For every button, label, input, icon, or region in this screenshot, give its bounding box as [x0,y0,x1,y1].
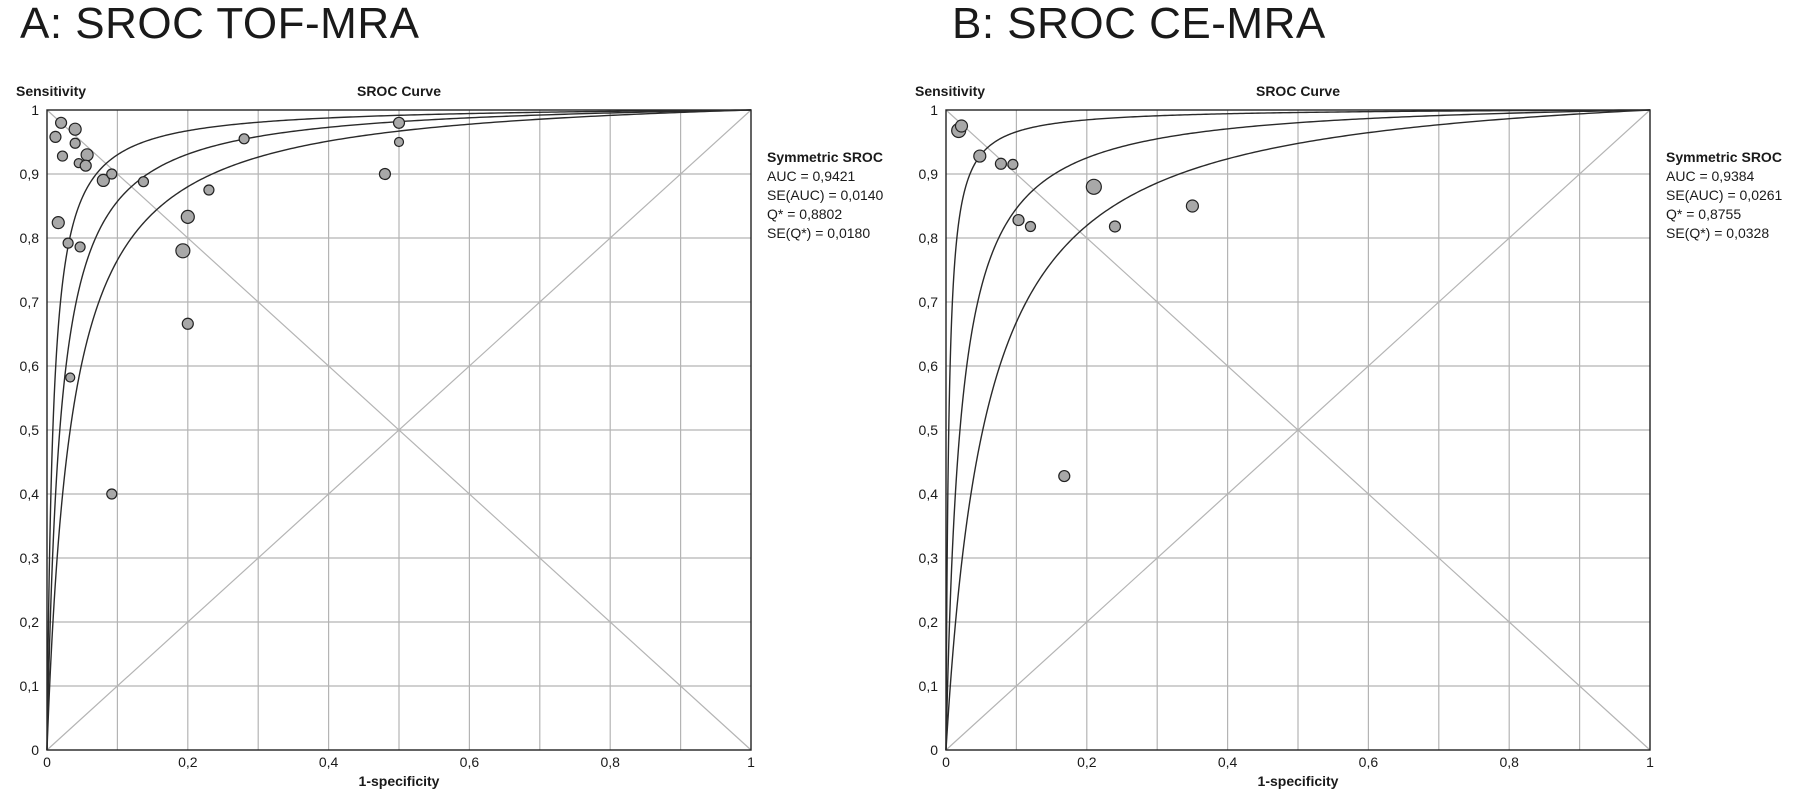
study-point [1007,158,1019,170]
study-point [973,149,987,163]
x-axis-title: 1-specificity [359,773,440,789]
sroc-curve [46,109,752,750]
study-point [51,216,65,230]
study-point [1058,469,1071,483]
study-point [181,317,194,330]
y-tick-label: 0 [31,742,39,758]
y-tick-label: 0,2 [919,614,939,630]
y-tick-label: 0,3 [919,550,939,566]
stats-line: AUC = 0,9384 [1666,168,1755,184]
x-tick-label: 0,4 [1218,754,1238,770]
stats-line: Q* = 0,8755 [1666,206,1741,222]
y-tick-label: 0,3 [20,550,40,566]
y-tick-label: 0,9 [20,166,40,182]
symmetry-diagonal [46,109,752,751]
y-tick-label: 0,5 [20,422,40,438]
study-point [106,488,118,500]
y-tick-label: 0,4 [919,486,939,502]
x-tick-label: 0 [43,754,51,770]
y-axis-title: Sensitivity [915,83,985,99]
study-point [68,122,82,136]
study-point [74,241,86,253]
x-tick-label: 0,8 [1499,754,1519,770]
plot-frame [46,109,752,751]
study-point [378,167,392,181]
y-tick-label: 0,9 [919,166,939,182]
stats-line: Q* = 0,8802 [767,206,842,222]
stats-heading: Symmetric SROC [1666,149,1782,165]
study-point [96,173,110,187]
study-point [203,184,215,196]
y-tick-label: 0,5 [919,422,939,438]
y-tick-label: 0,6 [919,358,939,374]
x-tick-label: 0 [942,754,950,770]
sroc-curve [945,109,1651,750]
study-point [392,116,406,129]
x-tick-label: 0,2 [178,754,198,770]
x-tick-label: 1 [747,754,755,770]
study-point [62,237,74,249]
chart-subtitle: SROC Curve [357,83,441,99]
study-point [393,136,405,148]
study-point [54,116,68,129]
study-point [1012,213,1025,227]
y-tick-label: 0,7 [20,294,40,310]
y-tick-label: 0,6 [20,358,40,374]
x-tick-label: 1 [1646,754,1654,770]
stats-line: AUC = 0,9421 [767,168,856,184]
y-tick-label: 0 [930,742,938,758]
x-tick-label: 0,6 [460,754,480,770]
x-tick-label: 0,4 [319,754,339,770]
panel-b-title: B: SROC CE-MRA [952,0,1326,48]
study-point [1185,199,1200,213]
symmetry-diagonal [945,109,1651,751]
study-point [180,209,195,224]
x-tick-label: 0,8 [600,754,620,770]
chart-subtitle: SROC Curve [1256,83,1340,99]
study-point [175,243,191,259]
study-point [137,176,150,188]
study-point [1108,220,1122,233]
study-point [954,119,969,133]
y-tick-label: 0,1 [20,678,40,694]
y-tick-label: 0,8 [919,230,939,246]
x-tick-label: 0,2 [1077,754,1097,770]
y-axis-title: Sensitivity [16,83,86,99]
y-tick-label: 0,1 [919,678,939,694]
study-point [106,168,118,180]
y-tick-label: 1 [930,102,938,118]
study-point [49,130,62,143]
panel-a-title: A: SROC TOF-MRA [20,0,420,48]
y-tick-label: 1 [31,102,39,118]
study-point [238,133,250,145]
study-point [65,372,76,383]
stats-line: SE(AUC) = 0,0261 [1666,187,1783,203]
sroc-curve [945,109,1651,751]
study-point [69,137,81,149]
study-point [79,159,92,172]
sroc-curve [945,109,1651,750]
plot-frame [945,109,1651,751]
y-tick-label: 0,7 [919,294,939,310]
study-point [56,150,69,162]
y-tick-label: 0,4 [20,486,40,502]
y-tick-label: 0,8 [20,230,40,246]
x-tick-label: 0,6 [1359,754,1379,770]
x-axis-title: 1-specificity [1258,773,1339,789]
y-tick-label: 0,2 [20,614,40,630]
stats-heading: Symmetric SROC [767,149,883,165]
study-point [1085,178,1102,195]
sroc-curve [46,109,752,751]
stats-line: SE(Q*) = 0,0328 [1666,225,1769,241]
study-point [994,157,1008,170]
stats-line: SE(AUC) = 0,0140 [767,187,884,203]
stats-line: SE(Q*) = 0,0180 [767,225,870,241]
sroc-curve [46,109,752,750]
study-point [1024,220,1037,233]
